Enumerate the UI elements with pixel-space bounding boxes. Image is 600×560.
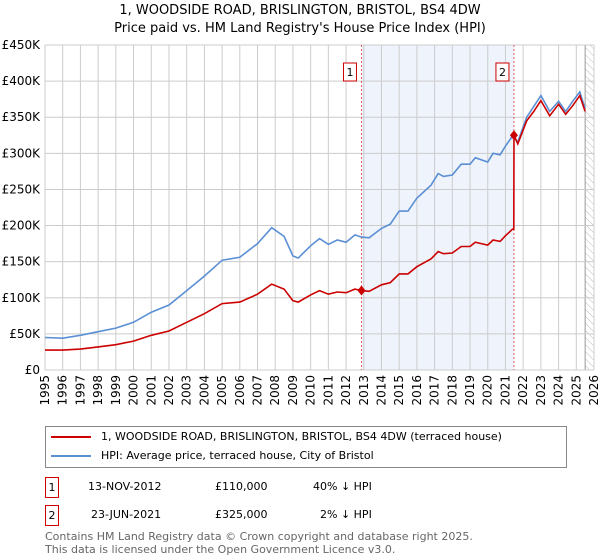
x-tick-label: 2000 [127, 375, 141, 406]
y-tick-label: £350K [2, 110, 42, 124]
x-tick-label: 2018 [445, 375, 459, 406]
x-tick-label: 1997 [73, 375, 87, 406]
y-tick-label: £50K [9, 327, 41, 341]
legend-label: 1, WOODSIDE ROAD, BRISLINGTON, BRISTOL, … [101, 430, 502, 443]
footer: Contains HM Land Registry data © Crown c… [45, 530, 473, 556]
hpi-diff: 2% ↓ HPI [320, 508, 372, 521]
series-line [45, 93, 586, 351]
x-tick-label: 2017 [428, 375, 442, 406]
x-tick-label: 2010 [304, 375, 318, 406]
x-tick-label: 2022 [516, 375, 530, 406]
hatched-region [585, 45, 594, 370]
x-tick-label: 2013 [357, 375, 371, 406]
x-tick-label: 2024 [552, 375, 566, 406]
marker-badge: 1 [45, 477, 59, 498]
x-tick-label: 1995 [38, 375, 52, 406]
x-tick-label: 2009 [286, 375, 300, 406]
footer-line: Contains HM Land Registry data © Crown c… [45, 530, 473, 543]
x-tick-label: 2003 [180, 375, 194, 406]
legend: 1, WOODSIDE ROAD, BRISLINGTON, BRISTOL, … [45, 426, 567, 468]
sale-point [509, 130, 518, 141]
y-tick-label: £400K [2, 74, 42, 88]
red-line-swatch [51, 435, 91, 438]
x-tick-label: 2021 [498, 375, 512, 406]
y-tick-label: £200K [2, 219, 42, 233]
blue-line-swatch [51, 454, 91, 457]
footer-line: This data is licensed under the Open Gov… [45, 543, 396, 556]
x-tick-label: 1996 [56, 375, 70, 406]
date: 23-JUN-2021 [91, 508, 162, 521]
y-tick-label: £0 [25, 363, 40, 377]
chart-title: 1, WOODSIDE ROAD, BRISLINGTON, BRISTOL, … [0, 2, 600, 38]
x-tick-label: 2004 [197, 375, 211, 406]
x-tick-label: 1998 [91, 375, 105, 406]
sale-label: 1 [346, 66, 353, 79]
hpi-diff: 40% ↓ HPI [313, 480, 372, 493]
x-tick-label: 2020 [481, 375, 495, 406]
y-tick-label: £150K [2, 255, 42, 269]
legend-item-hpi: HPI: Average price, terraced house, City… [46, 446, 566, 465]
price: £110,000 [215, 480, 268, 493]
price-chart: £0 £50K £100K £150K £200K £250K £300K £350K £400… [2, 38, 600, 406]
legend-label: HPI: Average price, terraced house, City… [101, 449, 374, 462]
subtitle-line: Price paid vs. HM Land Registry's House … [114, 21, 486, 36]
x-tick-label: 2025 [569, 375, 583, 406]
legend-item-property: 1, WOODSIDE ROAD, BRISLINGTON, BRISTOL, … [46, 427, 566, 446]
transaction-row: 2 23-JUN-2021 £325,000 2% ↓ HPI [45, 505, 445, 526]
x-tick-label: 2006 [233, 375, 247, 406]
sale-label: 2 [499, 66, 506, 79]
x-tick-label: 2002 [162, 375, 176, 406]
x-tick-label: 2012 [339, 375, 353, 406]
x-tick-label: 2015 [392, 375, 406, 406]
sale-point [357, 285, 366, 296]
y-tick-label: £100K [2, 291, 42, 305]
date: 13-NOV-2012 [88, 480, 162, 493]
y-tick-label: £450K [2, 38, 42, 52]
x-tick-label: 2008 [268, 375, 282, 406]
sale-label-box [495, 62, 510, 82]
x-tick-label: 2001 [144, 375, 158, 406]
x-tick-label: 2011 [321, 375, 335, 406]
x-tick-label: 2016 [410, 375, 424, 406]
x-tick-label: 2023 [534, 375, 548, 406]
x-tick-label: 2026 [587, 375, 600, 406]
x-tick-label: 1999 [109, 375, 123, 406]
x-tick-label: 2007 [251, 375, 265, 406]
price: £325,000 [215, 508, 268, 521]
sale-label-box [342, 62, 357, 82]
x-tick-label: 2019 [463, 375, 477, 406]
y-tick-label: £300K [2, 146, 42, 160]
transaction-row: 1 13-NOV-2012 £110,000 40% ↓ HPI [45, 477, 445, 498]
title-line: 1, WOODSIDE ROAD, BRISLINGTON, BRISTOL, … [119, 3, 481, 18]
y-tick-label: £250K [2, 182, 42, 196]
x-tick-label: 2005 [215, 375, 229, 406]
marker-badge: 2 [45, 505, 59, 526]
series-line [44, 90, 586, 340]
x-tick-label: 2014 [374, 375, 388, 406]
between-sales-shading [361, 45, 514, 370]
